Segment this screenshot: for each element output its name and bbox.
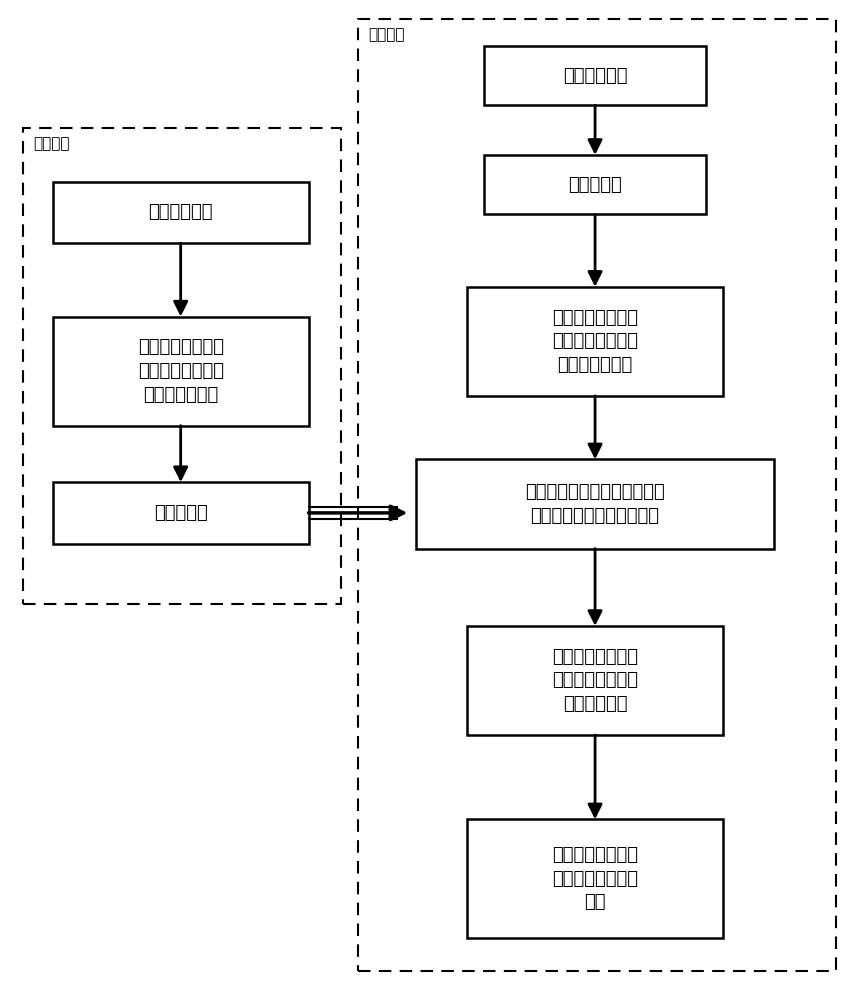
- Bar: [484, 46, 706, 105]
- Text: 监测阶段: 监测阶段: [369, 27, 405, 42]
- Bar: [53, 182, 308, 243]
- Text: 扫描二值绝对差图像中天际线
以下部分并用分类器初分类: 扫描二值绝对差图像中天际线 以下部分并用分类器初分类: [525, 483, 665, 525]
- Text: 训练分类器: 训练分类器: [154, 504, 208, 522]
- Bar: [23, 128, 341, 604]
- Bar: [468, 626, 723, 735]
- Bar: [468, 819, 723, 938]
- Bar: [53, 317, 308, 426]
- Text: 天际线检测: 天际线检测: [568, 176, 622, 194]
- Bar: [358, 19, 835, 971]
- Text: 采集训练样本: 采集训练样本: [148, 203, 213, 221]
- Text: 获取监控视频: 获取监控视频: [563, 67, 628, 85]
- Text: 计算当前帧图像相
对于参考帧图像的
二值绝对差图像: 计算当前帧图像相 对于参考帧图像的 二值绝对差图像: [552, 309, 638, 374]
- Bar: [53, 482, 308, 544]
- Text: 利用颜色梯度幅度
值对出分类结果进
行进一步筛选: 利用颜色梯度幅度 值对出分类结果进 行进一步筛选: [552, 648, 638, 713]
- Text: 输出当前帧图像的
秸秆焚烧事件识别
结果: 输出当前帧图像的 秸秆焚烧事件识别 结果: [552, 846, 638, 911]
- Bar: [416, 459, 774, 549]
- Text: 利用串行聚类方法
预处理训练样本以
缩减负样本数量: 利用串行聚类方法 预处理训练样本以 缩减负样本数量: [138, 338, 224, 404]
- Bar: [484, 155, 706, 214]
- Bar: [468, 287, 723, 396]
- Text: 训练阶段: 训练阶段: [34, 136, 70, 151]
